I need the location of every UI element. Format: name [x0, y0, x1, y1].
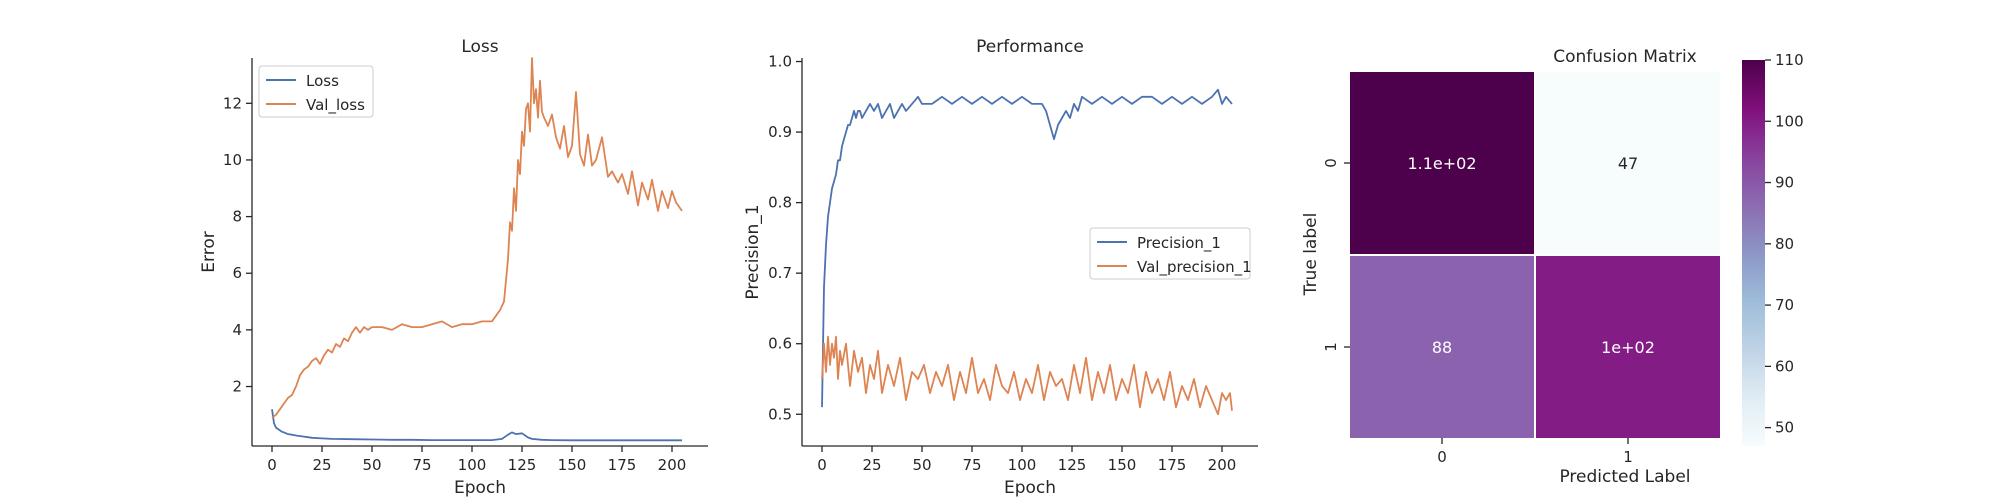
performance-legend-label-precision: Precision_1	[1137, 234, 1221, 253]
colorbar-tick-label: 90	[1775, 174, 1794, 192]
loss-x-label: Epoch	[454, 478, 506, 498]
loss-x-tick-label: 150	[558, 456, 587, 474]
performance-x-tick-label: 150	[1108, 456, 1137, 474]
confusion-matrix-cells: 1.1e+02 47 88 1e+02	[1350, 72, 1720, 438]
loss-legend-label-loss: Loss	[306, 72, 339, 90]
performance-y-tick-label: 0.7	[768, 264, 792, 282]
performance-x-label: Epoch	[1004, 478, 1056, 498]
confusion-matrix-y-tick-label: 1	[1322, 342, 1340, 352]
colorbar-tick-label: 100	[1775, 112, 1804, 130]
loss-x-tick-label: 50	[362, 456, 381, 474]
colorbar: 50 60 70 80 90 100 110	[1742, 51, 1804, 446]
performance-legend-label-val-precision: Val_precision_1	[1137, 258, 1252, 277]
confusion-matrix-chart: Confusion Matrix 1.1e+02 47 88 1e+02 0 1 0 1 P…	[1301, 47, 1804, 487]
confusion-matrix-cell-label: 47	[1618, 154, 1638, 173]
colorbar-tick-label: 60	[1775, 357, 1794, 375]
loss-y-ticks: 2 4 6 8 10 12	[223, 94, 252, 396]
performance-y-tick-label: 1.0	[768, 53, 792, 71]
loss-x-tick-label: 175	[608, 456, 637, 474]
confusion-matrix-cell	[1350, 72, 1534, 254]
colorbar-tick-label: 80	[1775, 235, 1794, 253]
performance-y-tick-label: 0.6	[768, 335, 792, 353]
loss-series	[271, 57, 683, 442]
loss-y-tick-label: 10	[223, 151, 242, 169]
colorbar-ticks: 50 60 70 80 90 100 110	[1765, 51, 1804, 437]
loss-chart-title: Loss	[461, 37, 498, 57]
performance-y-tick-label: 0.8	[768, 194, 792, 212]
confusion-matrix-cell-label: 88	[1432, 338, 1452, 357]
performance-legend-box	[1089, 227, 1251, 280]
colorbar-tick-label: 50	[1775, 419, 1794, 437]
performance-x-tick-label: 125	[1058, 456, 1087, 474]
performance-chart-title: Performance	[976, 37, 1084, 57]
confusion-matrix-y-label: True label	[1301, 213, 1321, 297]
loss-y-tick-label: 8	[232, 208, 242, 226]
loss-legend-label-val-loss: Val_loss	[306, 96, 365, 115]
loss-chart: Loss 2 4 6 8 10 12 0 25 50 75 100 125 150 175 200 Epo…	[199, 37, 708, 498]
loss-y-tick-label: 12	[223, 94, 242, 112]
loss-y-label: Error	[199, 231, 219, 272]
confusion-matrix-ticks: 0 1 0 1	[1322, 158, 1633, 466]
loss-x-tick-label: 125	[508, 456, 537, 474]
loss-x-tick-label: 200	[658, 456, 687, 474]
confusion-matrix-cell	[1536, 256, 1720, 438]
performance-x-tick-label: 75	[962, 456, 981, 474]
performance-x-tick-label: 25	[862, 456, 881, 474]
performance-x-tick-label: 175	[1158, 456, 1187, 474]
loss-x-tick-label: 0	[267, 456, 277, 474]
colorbar-tick-label: 110	[1775, 51, 1804, 69]
performance-y-ticks: 0.5 0.6 0.7 0.8 0.9 1.0	[768, 53, 802, 423]
performance-y-label: Precision_1	[743, 204, 763, 299]
loss-y-tick-label: 2	[232, 378, 242, 396]
performance-x-ticks: 0 25 50 75 100 125 150 175 200	[817, 446, 1236, 474]
confusion-matrix-cell-label: 1.1e+02	[1407, 154, 1476, 173]
performance-x-tick-label: 100	[1008, 456, 1037, 474]
loss-series-line-val-loss	[271, 57, 683, 419]
loss-x-tick-label: 75	[412, 456, 431, 474]
loss-y-tick-label: 4	[232, 321, 242, 339]
loss-legend: Loss Val_loss	[258, 65, 374, 118]
colorbar-gradient	[1742, 60, 1765, 446]
confusion-matrix-x-tick-label: 1	[1623, 448, 1633, 466]
loss-series-line-loss	[271, 409, 682, 442]
performance-x-tick-label: 200	[1208, 456, 1237, 474]
confusion-matrix-cell	[1350, 256, 1534, 438]
loss-x-tick-label: 25	[312, 456, 331, 474]
confusion-matrix-y-tick-label: 0	[1322, 158, 1340, 168]
performance-y-tick-label: 0.9	[768, 123, 792, 141]
loss-y-tick-label: 6	[232, 264, 242, 282]
confusion-matrix-cell	[1536, 72, 1720, 254]
loss-x-tick-label: 100	[458, 456, 487, 474]
performance-y-tick-label: 0.5	[768, 405, 792, 423]
loss-x-ticks: 0 25 50 75 100 125 150 175 200	[267, 446, 686, 474]
confusion-matrix-x-tick-label: 0	[1437, 448, 1447, 466]
confusion-matrix-title: Confusion Matrix	[1553, 47, 1697, 67]
performance-series-line-precision-1	[821, 88, 1233, 408]
colorbar-tick-label: 70	[1775, 296, 1794, 314]
confusion-matrix-cell-label: 1e+02	[1601, 338, 1655, 357]
performance-series-line-val-precision-1	[821, 335, 1233, 416]
confusion-matrix-x-label: Predicted Label	[1559, 467, 1690, 487]
performance-series	[821, 88, 1233, 416]
performance-chart: Performance 0.5 0.6 0.7 0.8 0.9 1.0 0 25 50 75 10…	[743, 37, 1258, 498]
performance-x-tick-label: 50	[912, 456, 931, 474]
performance-x-tick-label: 0	[817, 456, 827, 474]
performance-legend: Precision_1 Val_precision_1	[1089, 227, 1252, 280]
